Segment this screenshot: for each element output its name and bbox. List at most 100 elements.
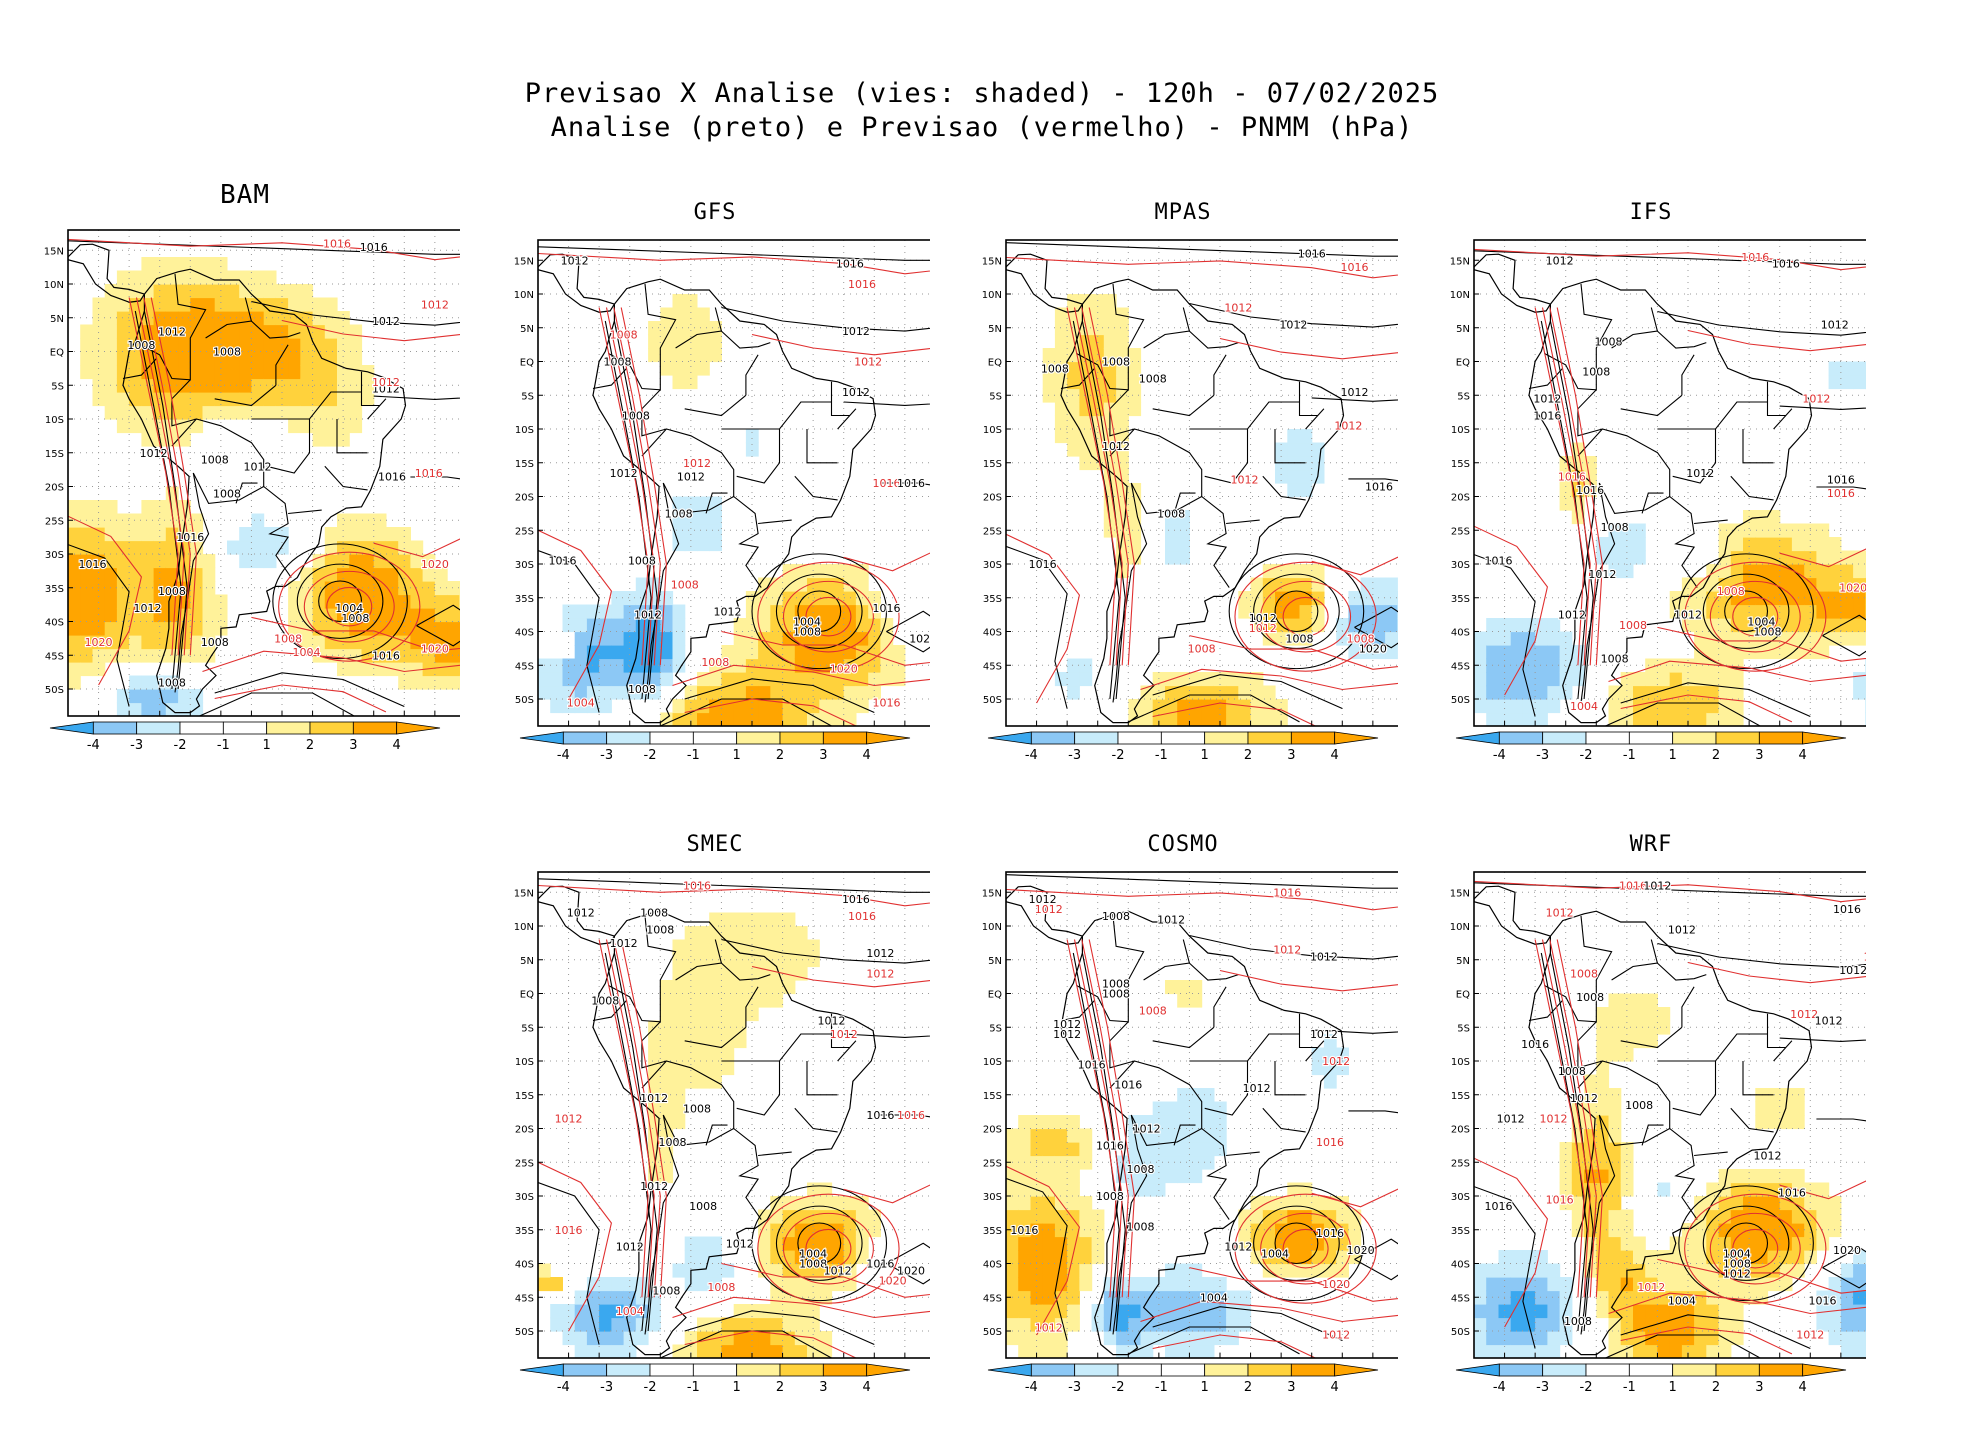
bias-cell [141, 675, 155, 690]
bias-cell [880, 618, 894, 633]
bias-cell [141, 567, 155, 582]
bias-cell [434, 594, 448, 609]
bias-cell [1054, 402, 1068, 417]
isobar-label: 1012 [1533, 393, 1561, 406]
bias-cell [660, 1142, 674, 1157]
bias-cell [745, 912, 759, 927]
bias-cell [770, 672, 784, 687]
lat-tick-label: 30S [1451, 1192, 1470, 1203]
bias-cell [1730, 550, 1744, 565]
lat-tick-label: EQ [988, 358, 1002, 369]
bias-cell [178, 392, 191, 407]
isobar-label: 1016 [1778, 1187, 1806, 1200]
country-border [721, 330, 771, 349]
bias-cell [1189, 1290, 1203, 1305]
lat-tick-label: 5S [521, 1023, 534, 1034]
bias-cell [1865, 1331, 1866, 1346]
bias-cell [1522, 1250, 1536, 1265]
axis-labels: 15N10N5NEQ5S10S15S20S25S30S35S40S45S50S9… [1450, 888, 1842, 1358]
bias-cell [337, 567, 350, 582]
bias-cell [1633, 550, 1646, 565]
bias-cell [1645, 712, 1658, 726]
bias-cell [1201, 1277, 1215, 1292]
bias-cell [337, 621, 350, 636]
bias-cell [599, 1277, 612, 1292]
bias-cell [1706, 1209, 1720, 1224]
bias-cell [660, 1074, 674, 1089]
isobar-label: 1012 [610, 467, 638, 480]
isobar-label: 1008 [665, 507, 693, 520]
bias-cell [1299, 1209, 1313, 1224]
lat-tick-label: 10N [982, 922, 1002, 933]
bias-cell [1486, 631, 1499, 646]
bias-cell [1323, 1074, 1337, 1089]
isobar-label: 1008 [127, 339, 155, 352]
colorbar-segment [1074, 731, 1119, 745]
bias-cell [141, 419, 155, 434]
bias-cell [1584, 469, 1597, 484]
lat-tick-label: 15S [1451, 459, 1470, 470]
bias-cell [153, 297, 167, 312]
bias-cell [819, 618, 833, 633]
analysis-contours [68, 240, 460, 716]
forecast-isobar [757, 561, 900, 672]
bias-cell [562, 685, 576, 700]
bias-cell [611, 1344, 625, 1358]
bias-cell [1791, 1263, 1805, 1278]
bias-cell [709, 993, 722, 1008]
bias-cell [1079, 1128, 1093, 1143]
isobar-label: 1020 [909, 632, 930, 645]
forecast-isobar [1152, 1334, 1317, 1358]
bias-cell [447, 675, 460, 690]
forecast-isobar [1189, 1267, 1398, 1302]
colorbar-label: -1 [217, 738, 230, 753]
analysis-isobar [1678, 1185, 1814, 1302]
bias-cell [1226, 672, 1239, 687]
figure-title-line2: Analise (preto) e Previsao (vermelho) - … [550, 112, 1414, 143]
lat-tick-label: 15S [983, 459, 1002, 470]
analysis-isobar [613, 952, 658, 1332]
bias-cell [1262, 1250, 1276, 1265]
bias-cell [745, 712, 759, 726]
bias-cell [1385, 618, 1398, 633]
country-border [1173, 1124, 1196, 1146]
bias-cell [623, 604, 637, 619]
bias-cell [1250, 577, 1264, 592]
isobar-label: 1008 [1564, 1315, 1592, 1328]
bias-cell [1238, 712, 1252, 726]
bias-cell [1054, 348, 1068, 363]
bias-cell [324, 392, 338, 407]
bias-cell [1067, 1155, 1080, 1170]
bias-cell [684, 321, 698, 336]
bias-cell [1103, 483, 1117, 498]
bias-cell [1706, 1236, 1720, 1251]
bias-cell [116, 513, 130, 528]
bias-cell [178, 419, 191, 434]
bias-cell [1299, 604, 1313, 619]
bias-cell [1189, 1169, 1203, 1184]
bias-cell [1779, 1209, 1793, 1224]
lat-tick-label: EQ [520, 358, 534, 369]
analysis-isobar [1822, 1246, 1866, 1289]
colorbar-label: -3 [1536, 748, 1549, 763]
bias-cell [538, 672, 551, 687]
bias-cell [1042, 1236, 1056, 1251]
state-border [1189, 401, 1300, 430]
bias-cell [672, 1007, 686, 1022]
bias-cell [1213, 1115, 1227, 1130]
colorbar-segment [1715, 731, 1760, 745]
bias-cell [697, 1277, 710, 1292]
bias-cell [1213, 712, 1227, 726]
isobar-label: 1016 [1576, 484, 1604, 497]
bias-cell [733, 993, 747, 1008]
bias-cell [324, 432, 338, 447]
colorbar-label: -1 [687, 1380, 700, 1395]
bias-cell [697, 537, 710, 552]
isobar-label: 1004 [1200, 1291, 1228, 1304]
bias-cell [251, 284, 265, 299]
bias-cell [672, 658, 686, 673]
bias-cell [843, 1263, 857, 1278]
colorbar-segment [779, 731, 824, 745]
lat-tick-label: 45S [515, 661, 534, 672]
bias-cell [1645, 658, 1658, 673]
